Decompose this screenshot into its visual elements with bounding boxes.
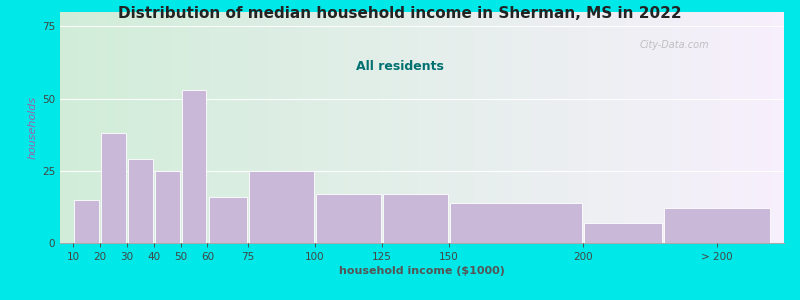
- Bar: [665, 208, 770, 243]
- Bar: [584, 223, 662, 243]
- Y-axis label: households: households: [28, 96, 38, 159]
- Text: Distribution of median household income in Sherman, MS in 2022: Distribution of median household income …: [118, 6, 682, 21]
- Bar: [316, 194, 381, 243]
- Bar: [128, 159, 153, 243]
- Bar: [155, 171, 179, 243]
- Text: City-Data.com: City-Data.com: [639, 40, 709, 50]
- Text: All residents: All residents: [356, 60, 444, 73]
- Bar: [209, 197, 246, 243]
- Bar: [249, 171, 314, 243]
- Bar: [102, 133, 126, 243]
- Bar: [74, 200, 99, 243]
- Bar: [383, 194, 448, 243]
- X-axis label: household income ($1000): household income ($1000): [339, 266, 505, 276]
- Bar: [450, 202, 582, 243]
- Bar: [182, 90, 206, 243]
